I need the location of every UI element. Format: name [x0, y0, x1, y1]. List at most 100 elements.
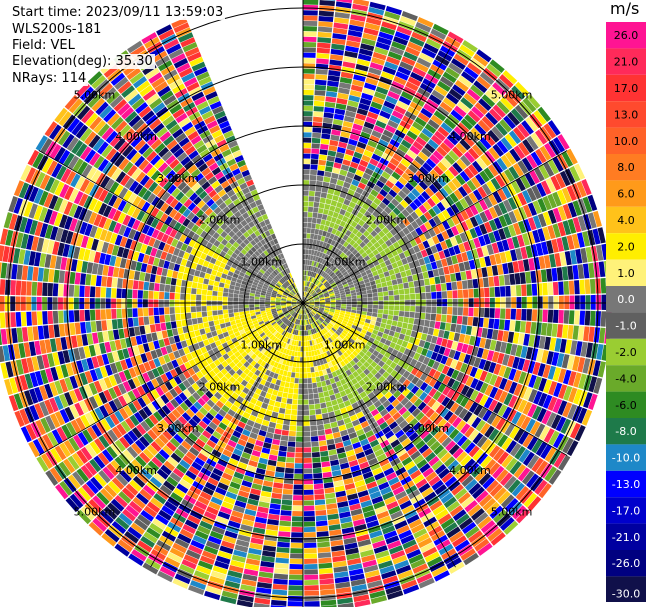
velocity-gate [335, 270, 341, 276]
velocity-gate [310, 153, 319, 160]
velocity-gate [340, 310, 346, 314]
velocity-gate [546, 323, 553, 337]
velocity-gate [277, 541, 290, 548]
velocity-gate [364, 198, 373, 206]
velocity-gate [319, 304, 325, 306]
velocity-gate [319, 308, 324, 311]
velocity-gate [443, 496, 457, 509]
velocity-gate [286, 398, 293, 405]
velocity-gate [447, 413, 458, 425]
velocity-gate [333, 289, 340, 293]
velocity-gate [349, 353, 356, 360]
velocity-gate [343, 285, 350, 290]
velocity-gate [359, 364, 367, 372]
velocity-gate [304, 563, 318, 570]
velocity-gate [361, 215, 369, 223]
velocity-gate [488, 108, 502, 122]
velocity-gate [453, 189, 464, 201]
velocity-gate [582, 196, 593, 213]
velocity-gate [337, 264, 343, 270]
velocity-gate [285, 408, 292, 415]
velocity-gate [36, 296, 42, 311]
velocity-gate [342, 254, 348, 261]
velocity-gate [339, 169, 348, 177]
velocity-gate [556, 189, 567, 205]
velocity-gate [454, 234, 463, 245]
velocity-gate [265, 304, 271, 307]
velocity-gate [366, 241, 374, 248]
velocity-gate [316, 281, 321, 287]
velocity-gate [351, 307, 357, 311]
velocity-gate [361, 38, 376, 47]
velocity-gate [341, 306, 347, 309]
velocity-gate [442, 375, 451, 386]
velocity-gate [289, 361, 294, 367]
velocity-gate [468, 259, 476, 270]
velocity-gate [508, 501, 523, 516]
velocity-gate [512, 222, 522, 236]
velocity-gate [484, 459, 497, 472]
velocity-gate [433, 370, 442, 380]
velocity-gate [284, 467, 294, 474]
velocity-gate [529, 169, 541, 184]
velocity-gate [377, 331, 384, 338]
velocity-gate [587, 212, 597, 229]
velocity-gate [479, 370, 488, 382]
velocity-gate [318, 21, 333, 28]
velocity-gate [317, 552, 332, 559]
velocity-gate [412, 421, 423, 432]
velocity-gate [318, 309, 324, 313]
velocity-gate [362, 297, 368, 302]
velocity-gate [581, 409, 593, 426]
velocity-gate [309, 174, 317, 181]
velocity-gate [318, 435, 326, 441]
velocity-gate [304, 300, 309, 303]
velocity-gate [479, 137, 492, 150]
velocity-gate [310, 228, 316, 234]
velocity-gate [569, 295, 575, 310]
velocity-gate [471, 106, 485, 119]
velocity-gate [272, 589, 288, 596]
velocity-gate [314, 303, 320, 306]
velocity-gate [425, 263, 433, 271]
velocity-gate [305, 341, 308, 347]
velocity-gate [368, 262, 375, 269]
velocity-gate [526, 93, 541, 109]
velocity-gate [471, 144, 484, 157]
velocity-gate [498, 365, 507, 377]
velocity-gate [352, 242, 359, 249]
velocity-gate [491, 415, 502, 428]
velocity-gate [527, 454, 540, 470]
velocity-gate [308, 249, 312, 255]
velocity-gate [307, 372, 312, 378]
velocity-gate [308, 190, 315, 197]
velocity-gate [326, 503, 338, 510]
velocity-gate [430, 284, 436, 292]
velocity-gate [324, 309, 330, 313]
velocity-gate [351, 128, 362, 136]
velocity-gate [455, 393, 465, 405]
velocity-gate [593, 327, 601, 343]
velocity-gate [370, 320, 376, 326]
velocity-gate [328, 343, 334, 349]
velocity-gate [375, 206, 384, 214]
velocity-gate [229, 316, 235, 322]
velocity-gate [359, 207, 367, 215]
velocity-gate [311, 148, 320, 154]
velocity-gate [556, 237, 565, 252]
velocity-gate [292, 361, 297, 368]
velocity-gate [317, 213, 323, 219]
velocity-gate [494, 376, 503, 388]
velocity-gate [479, 223, 488, 235]
velocity-gate [287, 441, 296, 447]
velocity-gate [217, 310, 223, 315]
velocity-gate [352, 370, 359, 378]
velocity-gate [398, 176, 408, 186]
velocity-gate [425, 292, 432, 300]
velocity-gate [422, 467, 434, 478]
velocity-gate [418, 319, 425, 327]
velocity-gate [355, 231, 363, 238]
velocity-gate [437, 433, 449, 444]
velocity-gate [343, 273, 350, 279]
velocity-gate [326, 338, 331, 345]
